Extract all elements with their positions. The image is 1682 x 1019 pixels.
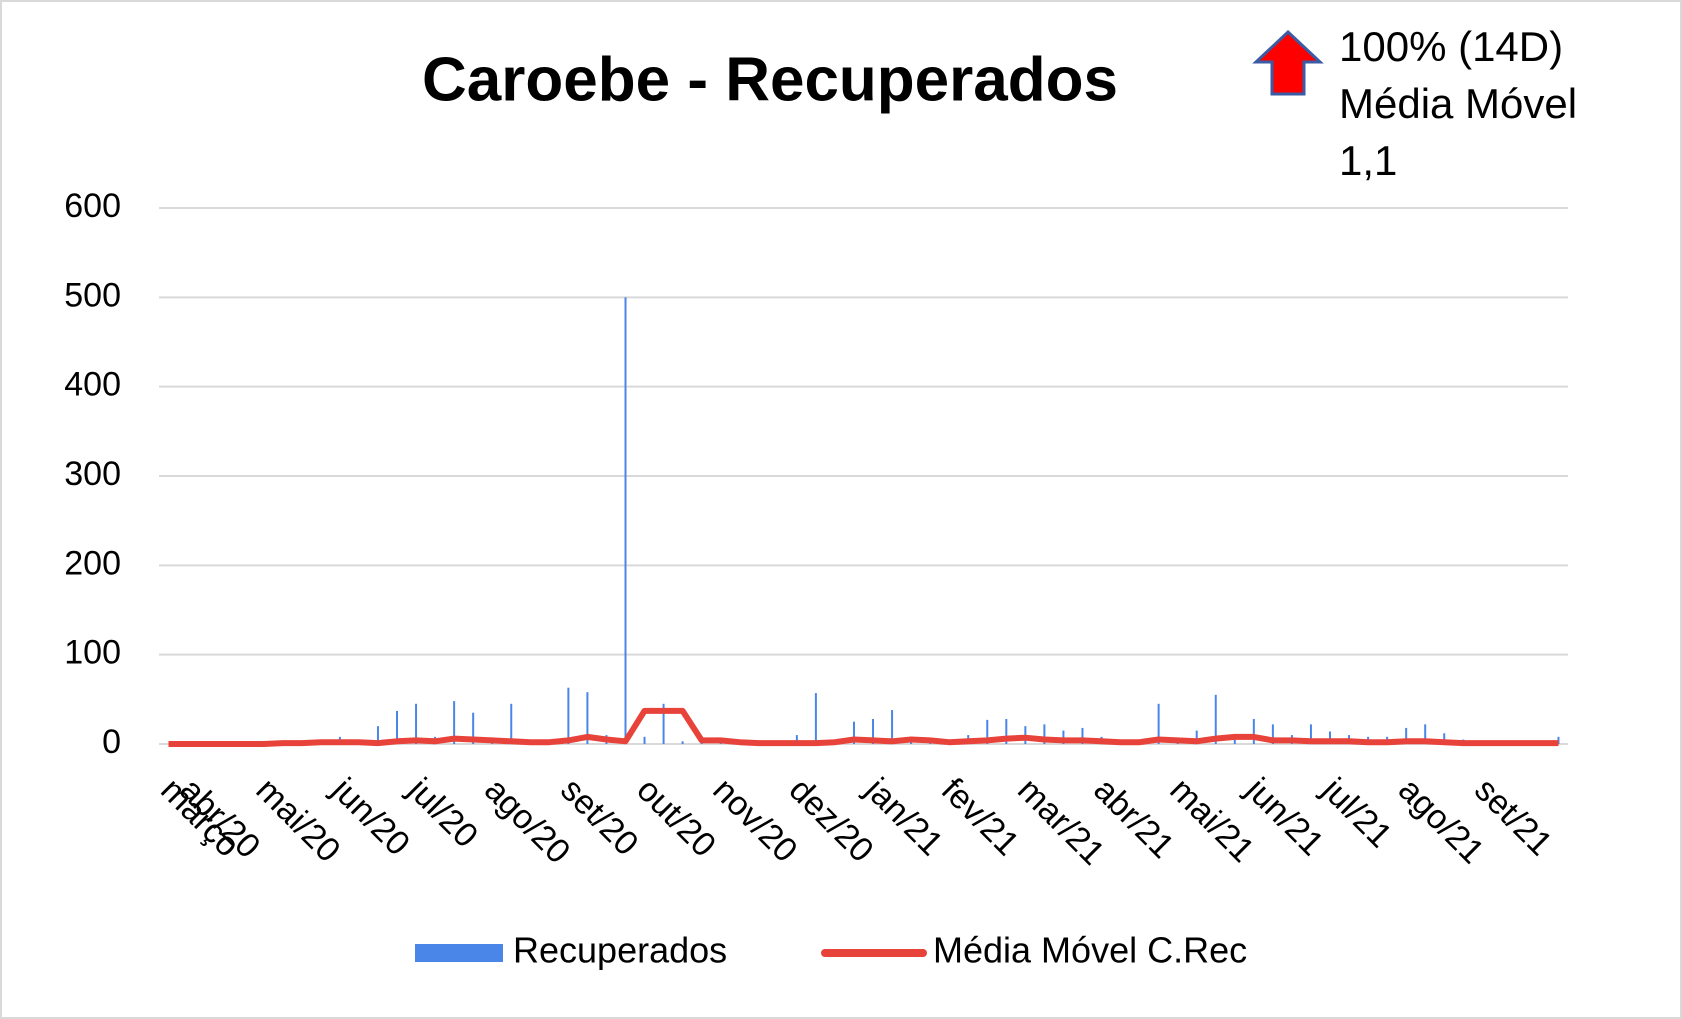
bar — [719, 743, 722, 744]
bar — [681, 741, 684, 744]
annotation: 1,1 — [1339, 137, 1397, 184]
bar — [795, 735, 798, 744]
y-tick-label: 200 — [64, 544, 121, 582]
bar — [1195, 730, 1198, 744]
bar — [986, 719, 989, 744]
bar — [396, 710, 399, 744]
bar — [814, 693, 817, 744]
bar — [1005, 718, 1008, 744]
y-tick-label: 500 — [64, 276, 121, 314]
annotation: Média Móvel — [1339, 80, 1577, 127]
legend-label: Média Móvel C.Rec — [933, 930, 1247, 971]
y-tick-label: 100 — [64, 634, 121, 672]
arrow-icon — [1252, 29, 1324, 96]
bar — [1252, 718, 1255, 744]
bar — [1157, 703, 1160, 744]
annotation: 100% (14D) — [1339, 23, 1563, 70]
chart-title: Caroebe - Recuperados — [422, 45, 1118, 114]
bar — [872, 718, 875, 744]
bar — [1043, 724, 1046, 744]
bar — [1405, 727, 1408, 744]
bar — [1443, 733, 1446, 744]
bar — [643, 736, 646, 744]
bar — [472, 712, 475, 744]
bar — [510, 703, 513, 744]
y-tick-label: 600 — [64, 187, 121, 225]
bar — [891, 710, 894, 744]
line — [168, 707, 1559, 747]
bar — [586, 692, 589, 744]
y-tick-label: 300 — [64, 455, 121, 493]
bar — [1309, 724, 1312, 744]
bar — [376, 726, 379, 744]
bar — [852, 721, 855, 744]
bar — [1328, 731, 1331, 744]
bar — [1424, 724, 1427, 744]
bar — [415, 703, 418, 744]
y-tick-label: 0 — [102, 723, 121, 761]
y-tick-label: 400 — [64, 366, 121, 404]
bar — [1271, 724, 1274, 744]
bar — [662, 703, 665, 744]
bar — [624, 297, 627, 744]
legend-swatch — [415, 944, 503, 962]
bar — [453, 701, 456, 744]
bar — [1214, 694, 1217, 744]
bar — [1062, 730, 1065, 744]
bar — [567, 687, 570, 744]
bar — [1081, 727, 1084, 744]
legend-label: Recuperados — [513, 930, 727, 971]
